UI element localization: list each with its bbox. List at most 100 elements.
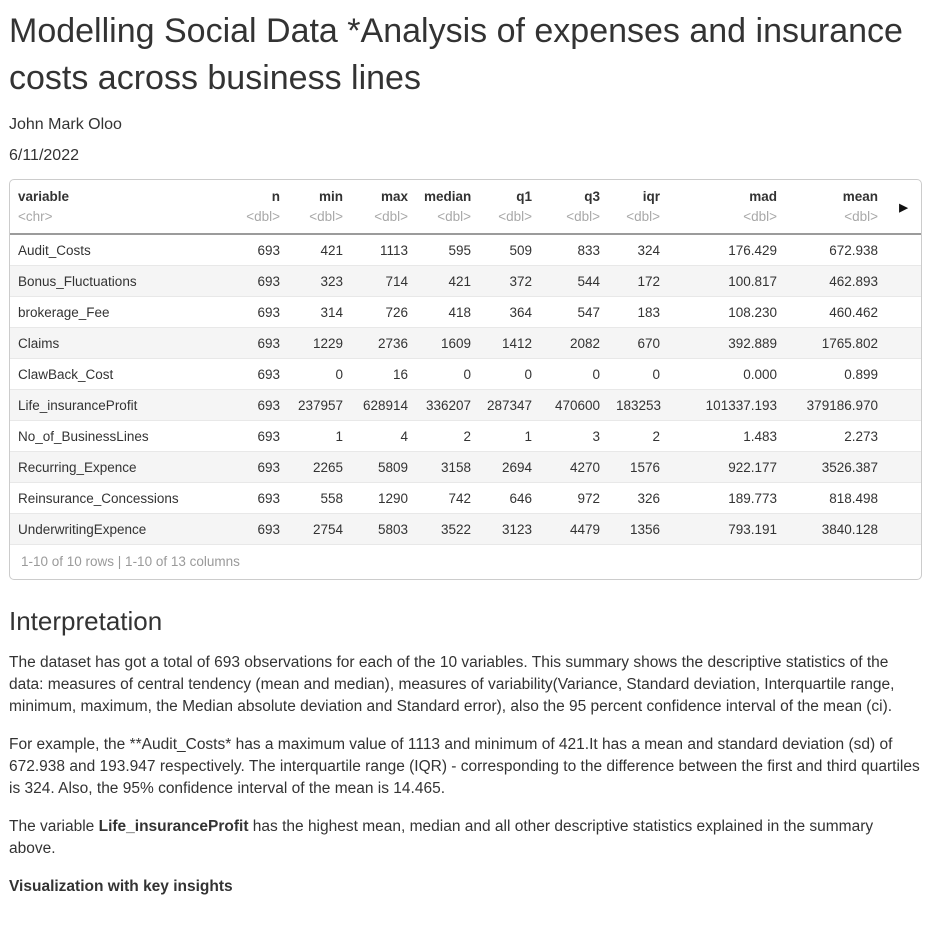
table-row: No_of_BusinessLines 693 1 4 2 1 3 2 1.483 2.273 <box>10 419 921 452</box>
row-spacer-cell <box>886 388 921 421</box>
value-cell: 693 <box>257 242 280 258</box>
column-name: mad <box>749 188 777 204</box>
table-row: Audit_Costs 693 421 1113 595 509 833 324 176.429… <box>10 234 921 266</box>
value-cell: 742 <box>416 481 479 514</box>
value-cell: 460.462 <box>785 295 886 328</box>
column-header-max: max <dbl> <box>351 179 416 235</box>
value-cell: 714 <box>351 264 416 297</box>
value-cell: 3123 <box>479 512 540 544</box>
paragraph-3-prefix: The variable <box>9 817 99 835</box>
table-row: Claims 693 1229 2736 1609 1412 2082 670 392.889 1… <box>10 326 921 359</box>
column-header-variable: variable <chr> <box>10 179 223 235</box>
author: John Mark Oloo <box>9 115 122 133</box>
variable-cell: ClawBack_Cost <box>10 357 223 390</box>
value-cell: 922.177 <box>668 450 785 483</box>
value-cell: 693 <box>223 419 288 452</box>
value-cell: 3526.387 <box>785 450 886 483</box>
value-cell: 2 <box>416 419 479 452</box>
column-name: q3 <box>584 188 600 204</box>
row-spacer-cell <box>886 481 921 514</box>
variable-cell: Life_insuranceProfit <box>10 388 223 421</box>
value-cell: 3 <box>540 419 608 452</box>
interpretation-heading: Interpretation <box>9 605 163 636</box>
table-row: brokerage_Fee 693 314 726 418 364 547 183 108.23… <box>10 295 921 328</box>
column-name: median <box>424 188 472 204</box>
variable-cell: Recurring_Expence <box>10 450 223 483</box>
row-spacer-cell <box>886 450 921 483</box>
value-cell: 628914 <box>351 388 416 421</box>
value-cell: 1290 <box>351 481 416 514</box>
value-cell: 0.899 <box>785 357 886 390</box>
row-spacer-cell <box>886 512 921 544</box>
table-row: Life_insuranceProfit 693 237957 628914 33620… <box>10 388 921 421</box>
value-cell: 4 <box>351 419 416 452</box>
table-row: ClawBack_Cost 693 0 16 0 0 0 0 0.000 0.899 <box>10 357 921 390</box>
column-header-iqr: iqr <dbl> <box>608 179 668 235</box>
column-header-min: min <dbl> <box>288 179 351 235</box>
column-header-mean: mean <dbl> <box>785 179 886 235</box>
row-spacer-cell <box>886 326 921 359</box>
table-header-row: variable <chr> n <dbl> min <dbl> max <dbl> media… <box>10 179 921 235</box>
value-cell: 287347 <box>479 388 540 421</box>
value-cell: 0 <box>479 357 540 390</box>
value-cell: 2 <box>608 419 668 452</box>
value-cell: 379186.970 <box>785 388 886 421</box>
value-cell: 547 <box>540 295 608 328</box>
value-cell: 818.498 <box>785 481 886 514</box>
variable-cell: Audit_Costs <box>18 242 91 258</box>
value-cell: 672.938 <box>829 242 878 258</box>
value-cell: 1113 <box>379 242 408 258</box>
variable-cell: brokerage_Fee <box>10 295 223 328</box>
column-type: <dbl> <box>374 209 408 225</box>
column-header-q3: q3 <dbl> <box>540 179 608 235</box>
row-spacer-cell <box>886 295 921 328</box>
value-cell: 372 <box>479 264 540 297</box>
value-cell: 108.230 <box>668 295 785 328</box>
value-cell: 693 <box>223 388 288 421</box>
value-cell: 3522 <box>416 512 479 544</box>
table-row: Recurring_Expence 693 2265 5809 3158 2694 4270… <box>10 450 921 483</box>
value-cell: 314 <box>288 295 351 328</box>
value-cell: 2736 <box>351 326 416 359</box>
value-cell: 3158 <box>416 450 479 483</box>
summary-table-container: variable <chr> n <dbl> min <dbl> max <dbl> media… <box>9 178 922 580</box>
value-cell: 1609 <box>416 326 479 359</box>
column-name: mean <box>842 188 878 204</box>
row-spacer-cell <box>886 419 921 452</box>
column-name: min <box>318 188 343 204</box>
value-cell: 2082 <box>540 326 608 359</box>
date: 6/11/2022 <box>9 146 79 164</box>
value-cell: 1576 <box>608 450 668 483</box>
value-cell: 4479 <box>540 512 608 544</box>
value-cell: 1765.802 <box>785 326 886 359</box>
column-name: q1 <box>516 188 532 204</box>
value-cell: 470600 <box>540 388 608 421</box>
value-cell: 509 <box>509 242 532 258</box>
value-cell: 1 <box>288 419 351 452</box>
next-columns-cell: ▶ <box>886 179 921 235</box>
value-cell: 16 <box>351 357 416 390</box>
column-type: <dbl> <box>566 209 600 225</box>
paragraph-3-variable-name: Life_insuranceProfit <box>98 817 249 835</box>
column-header-n: n <dbl> <box>223 179 288 235</box>
column-type: <dbl> <box>498 209 532 225</box>
interpretation-paragraph-2: For example, the **Audit_Costs* has a ma… <box>9 735 920 797</box>
next-columns-icon[interactable]: ▶ <box>899 202 908 215</box>
value-cell: 693 <box>223 512 288 544</box>
value-cell: 336207 <box>416 388 479 421</box>
value-cell: 693 <box>223 264 288 297</box>
value-cell: 100.817 <box>668 264 785 297</box>
value-cell: 176.429 <box>728 242 777 258</box>
summary-table: variable <chr> n <dbl> min <dbl> max <dbl> media… <box>10 179 921 544</box>
value-cell: 4270 <box>540 450 608 483</box>
variable-cell: No_of_BusinessLines <box>10 419 223 452</box>
column-header-q1: q1 <dbl> <box>479 179 540 235</box>
value-cell: 0 <box>540 357 608 390</box>
column-type: <dbl> <box>309 209 343 225</box>
value-cell: 421 <box>416 264 479 297</box>
value-cell: 5809 <box>351 450 416 483</box>
value-cell: 183 <box>608 295 668 328</box>
column-type: <dbl> <box>844 209 878 225</box>
value-cell: 670 <box>608 326 668 359</box>
value-cell: 183253 <box>608 388 668 421</box>
